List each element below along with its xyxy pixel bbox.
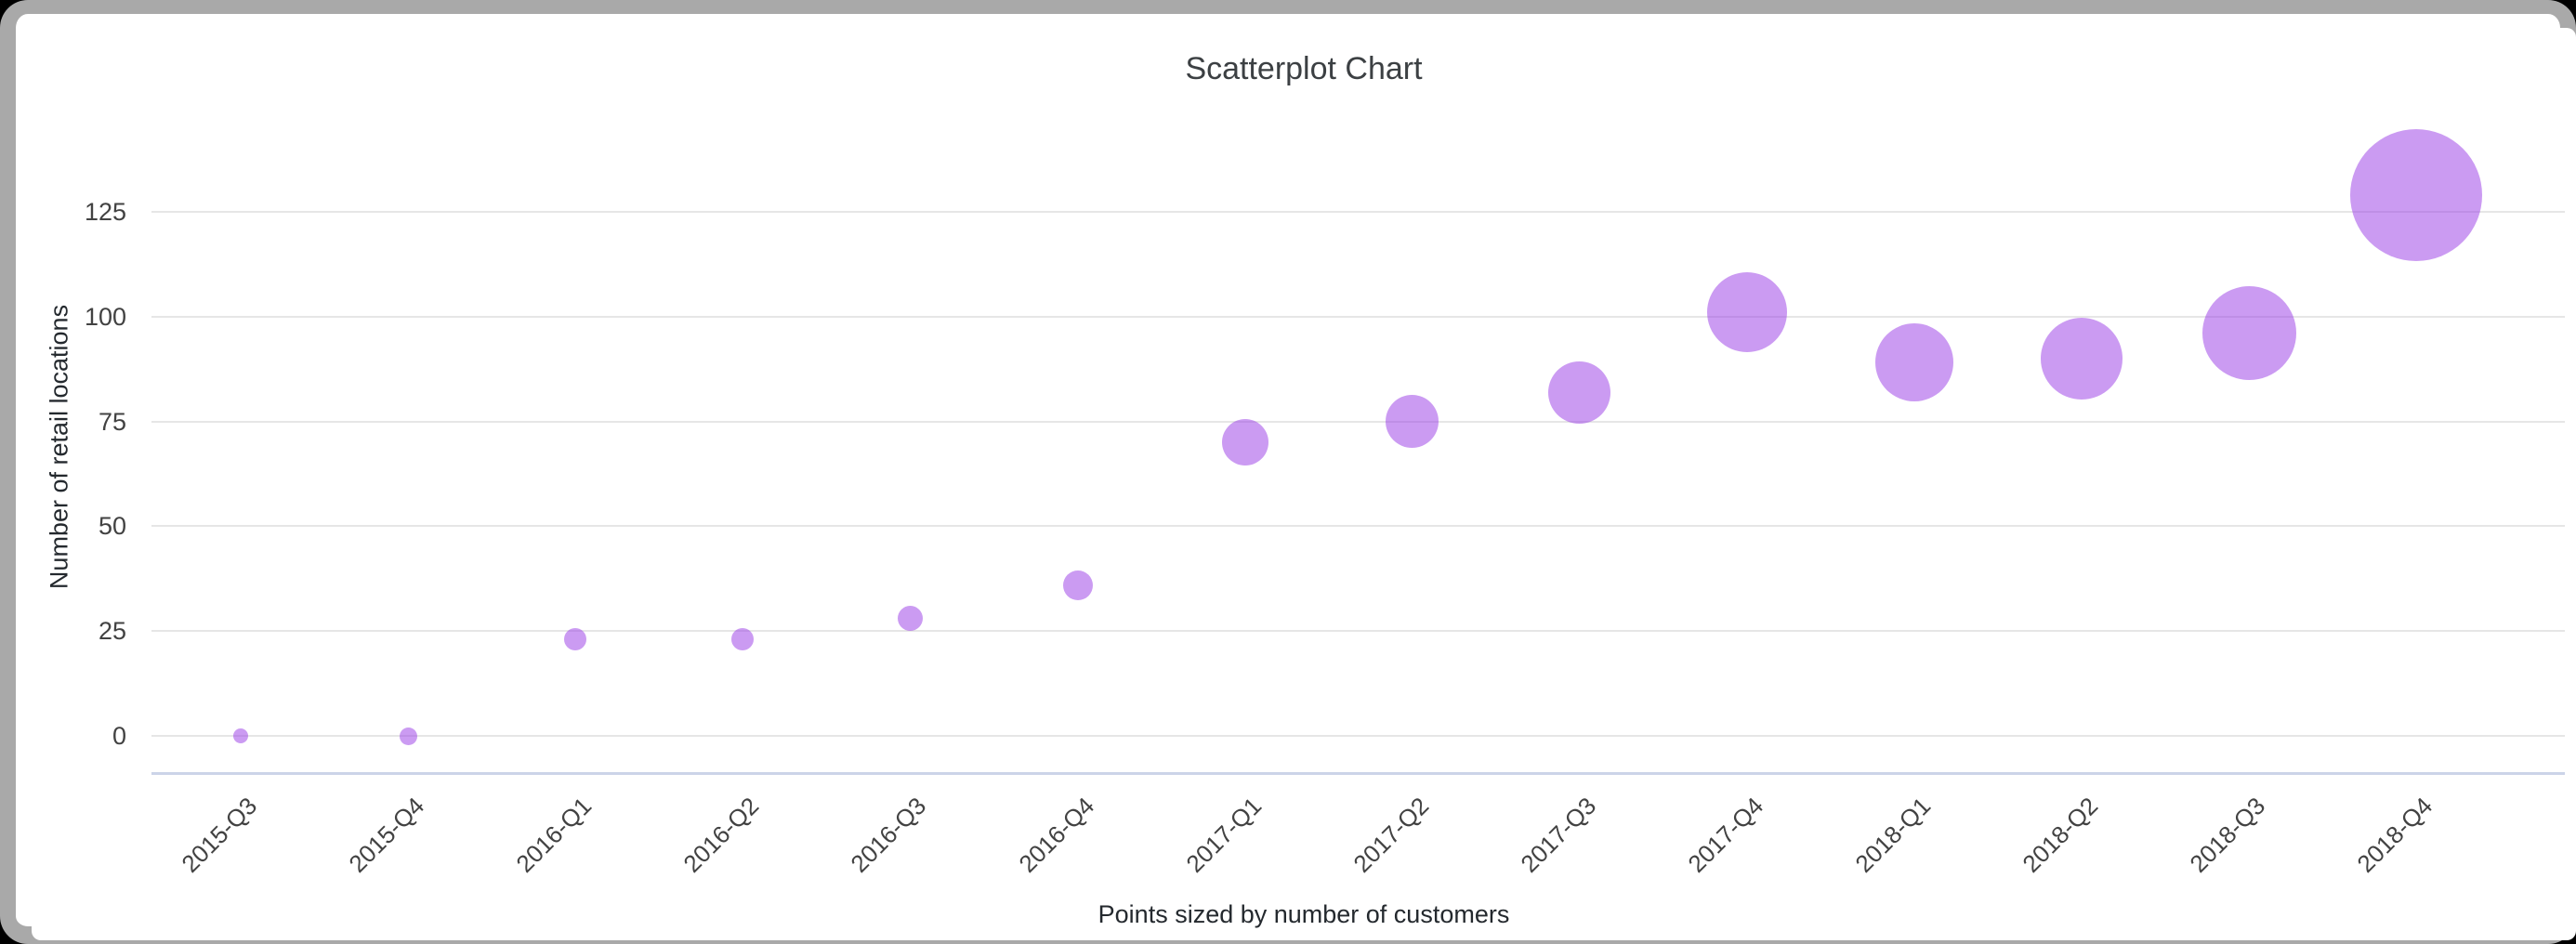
data-point-2016-Q3[interactable] (897, 606, 923, 632)
data-point-2018-Q1[interactable] (1875, 323, 1953, 402)
data-point-2016-Q4[interactable] (1062, 570, 1093, 600)
x-tick-label: 2015-Q3 (176, 792, 263, 878)
y-tick-label: 50 (98, 512, 126, 541)
data-point-2017-Q1[interactable] (1221, 419, 1268, 466)
data-point-2018-Q2[interactable] (2041, 317, 2123, 400)
y-tick-label: 25 (98, 617, 126, 646)
data-point-2018-Q4[interactable] (2350, 128, 2483, 261)
y-axis-title: Number of retail locations (45, 304, 73, 590)
x-tick-label: 2016-Q1 (510, 792, 598, 878)
x-axis-line (151, 772, 2565, 775)
data-point-2017-Q3[interactable] (1548, 361, 1611, 424)
x-tick-label: 2018-Q2 (2017, 792, 2104, 878)
data-point-2016-Q1[interactable] (564, 628, 587, 651)
gridline-y-75 (151, 420, 2565, 423)
y-tick-label: 0 (112, 722, 126, 750)
gridline-y-0 (151, 735, 2565, 737)
data-point-2017-Q4[interactable] (1706, 272, 1787, 353)
data-point-2015-Q3[interactable] (233, 728, 248, 743)
gridline-y-25 (151, 630, 2565, 633)
y-tick-label: 75 (98, 407, 126, 436)
y-tick-label: 100 (84, 302, 126, 331)
y-tick-label: 125 (84, 198, 126, 226)
x-tick-label: 2016-Q4 (1012, 792, 1099, 878)
x-tick-label: 2017-Q4 (1682, 792, 1769, 878)
x-tick-label: 2016-Q3 (845, 792, 932, 878)
x-tick-label: 2018-Q4 (2351, 792, 2438, 878)
gridline-y-50 (151, 525, 2565, 528)
x-tick-label: 2016-Q2 (677, 792, 765, 878)
x-tick-label: 2018-Q3 (2184, 792, 2271, 878)
data-point-2016-Q2[interactable] (731, 628, 755, 651)
chart-title: Scatterplot Chart (1185, 51, 1423, 86)
x-axis-title: Points sized by number of customers (1097, 900, 1510, 928)
data-point-2015-Q4[interactable] (399, 727, 417, 745)
x-tick-label: 2017-Q3 (1515, 792, 1602, 878)
gridline-y-100 (151, 315, 2565, 318)
x-tick-label: 2015-Q4 (343, 792, 430, 878)
scatter-chart: Scatterplot Chart Number of retail locat… (32, 28, 2576, 940)
gridline-y-125 (151, 211, 2565, 213)
data-point-2018-Q3[interactable] (2201, 286, 2296, 381)
data-point-2017-Q2[interactable] (1386, 395, 1439, 449)
x-tick-label: 2018-Q1 (1849, 792, 1937, 878)
